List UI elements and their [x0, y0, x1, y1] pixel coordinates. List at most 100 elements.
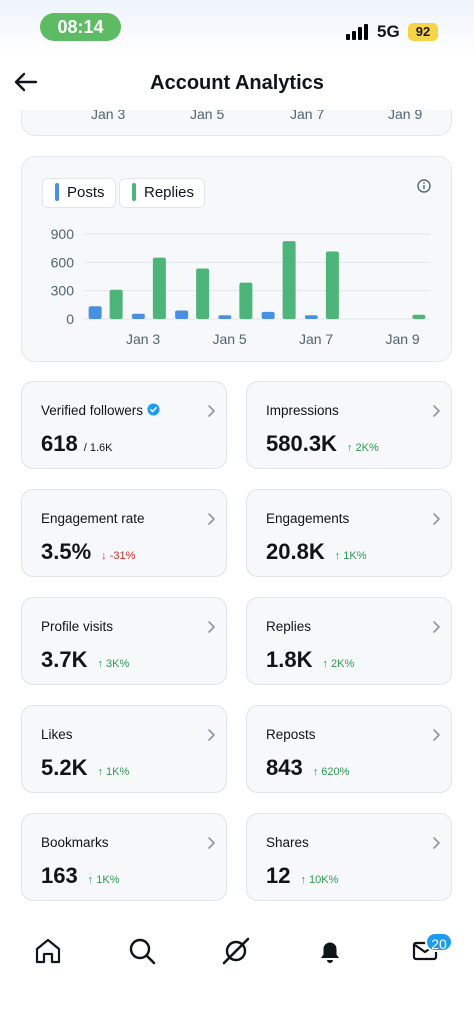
stat-value-row: 580.3K ↑ 2K%: [266, 431, 379, 457]
battery-indicator: 92: [408, 23, 438, 41]
stat-value-row: 1.8K ↑ 2K%: [266, 647, 354, 673]
posts-bar[interactable]: [175, 310, 189, 320]
legend-posts-label: Posts: [67, 184, 105, 201]
stat-delta: ↑ 10K%: [300, 874, 339, 886]
posts-bar[interactable]: [218, 315, 232, 319]
stat-label: Bookmarks: [41, 835, 109, 850]
x-tick-label: Jan 7: [299, 331, 333, 347]
chevron-right-icon: [433, 513, 440, 525]
chevron-right-icon: [433, 837, 440, 849]
previous-axis-label: Jan 3: [91, 106, 126, 122]
stat-value: 3.5%: [41, 539, 92, 564]
grok-icon[interactable]: [221, 936, 251, 966]
verified-badge-icon: [147, 403, 160, 416]
stat-card-shares[interactable]: Shares 12 ↑ 10K%: [246, 813, 452, 901]
stat-label-text: Engagement rate: [41, 511, 145, 526]
stat-label-text: Likes: [41, 727, 73, 742]
posts-swatch: [55, 182, 59, 201]
posts-bar[interactable]: [261, 311, 275, 319]
chevron-right-icon: [433, 621, 440, 633]
legend-posts[interactable]: Posts: [42, 178, 116, 208]
stat-label: Profile visits: [41, 619, 113, 634]
chevron-right-icon: [208, 729, 215, 741]
status-bar: 08:14 5G 92: [0, 0, 474, 56]
stat-card-engagements[interactable]: Engagements 20.8K ↑ 1K%: [246, 489, 452, 577]
previous-axis-label: Jan 9: [388, 106, 423, 122]
stat-label-text: Replies: [266, 619, 312, 634]
stat-label: Impressions: [266, 403, 339, 418]
info-icon[interactable]: [417, 179, 431, 193]
stat-value-row: 5.2K ↑ 1K%: [41, 755, 129, 781]
posts-bar[interactable]: [304, 315, 318, 319]
stat-card-profile-visits[interactable]: Profile visits 3.7K ↑ 3K%: [21, 597, 227, 685]
y-tick-label: 0: [66, 311, 74, 327]
page-title: Account Analytics: [150, 72, 324, 94]
notifications-icon[interactable]: [315, 936, 345, 966]
stat-delta: ↑ 620%: [312, 766, 350, 778]
stat-card-engagement-rate[interactable]: Engagement rate 3.5% ↓ -31%: [21, 489, 227, 577]
chevron-right-icon: [433, 729, 440, 741]
stat-card-likes[interactable]: Likes 5.2K ↑ 1K%: [21, 705, 227, 793]
stat-value-row: 12 ↑ 10K%: [266, 863, 338, 889]
stat-label: Reposts: [266, 727, 316, 742]
home-icon[interactable]: [33, 936, 63, 966]
posts-replies-chart-card: Posts Replies 900 600 300 0 Jan 3 Jan 5 Jan 7 J…: [21, 156, 452, 362]
y-tick-label: 900: [51, 226, 75, 242]
back-arrow-icon[interactable]: [12, 68, 40, 96]
stat-label: Engagements: [266, 511, 349, 526]
stat-label-text: Verified followers: [41, 403, 144, 418]
stat-label: Likes: [41, 727, 73, 742]
stat-value: 163: [41, 863, 78, 888]
stat-card-verified-followers[interactable]: Verified followers 618 / 1.6K: [21, 381, 227, 469]
previous-axis-label: Jan 5: [190, 106, 225, 122]
x-tick-label: Jan 3: [126, 331, 160, 347]
bar-chart: 900 600 300 0 Jan 3 Jan 5 Jan 7 Jan 9: [51, 226, 430, 347]
posts-bar[interactable]: [131, 313, 145, 319]
stat-card-replies[interactable]: Replies 1.8K ↑ 2K%: [246, 597, 452, 685]
stat-card-bookmarks[interactable]: Bookmarks 163 ↑ 1K%: [21, 813, 227, 901]
replies-bar[interactable]: [412, 314, 426, 319]
bottom-nav: [0, 920, 474, 984]
stat-value: 618: [41, 431, 78, 456]
stat-value-row: 3.5% ↓ -31%: [41, 539, 135, 565]
stat-card-reposts[interactable]: Reposts 843 ↑ 620%: [246, 705, 452, 793]
stat-value-row: 3.7K ↑ 3K%: [41, 647, 129, 673]
replies-bar[interactable]: [325, 251, 339, 319]
stat-value: 3.7K: [41, 647, 88, 672]
chevron-right-icon: [433, 405, 440, 417]
stat-label-text: Engagements: [266, 511, 350, 526]
stat-label-text: Bookmarks: [41, 835, 109, 850]
search-icon[interactable]: [127, 936, 157, 966]
replies-bar[interactable]: [152, 257, 166, 319]
posts-bar[interactable]: [88, 306, 102, 319]
stat-value: 5.2K: [41, 755, 88, 780]
y-tick-label: 600: [51, 254, 75, 270]
stat-value-row: 20.8K ↑ 1K%: [266, 539, 367, 565]
stat-delta: ↓ -31%: [101, 550, 136, 562]
stat-value: 12: [266, 863, 291, 888]
legend-replies-label: Replies: [144, 184, 195, 201]
legend-replies[interactable]: Replies: [119, 178, 206, 208]
stat-value: 20.8K: [266, 539, 325, 564]
stat-label-text: Impressions: [266, 403, 339, 418]
x-tick-label: Jan 5: [212, 331, 246, 347]
header: Account Analytics: [0, 56, 474, 110]
y-tick-label: 300: [51, 283, 75, 299]
replies-bar[interactable]: [239, 282, 253, 319]
stat-label-text: Reposts: [266, 727, 316, 742]
stat-delta: ↑ 2K%: [346, 442, 379, 454]
replies-bar[interactable]: [282, 241, 296, 319]
replies-bar[interactable]: [109, 289, 123, 319]
replies-bar[interactable]: [196, 268, 210, 319]
stat-delta: ↑ 3K%: [97, 658, 130, 670]
stat-delta: ↑ 1K%: [334, 550, 367, 562]
stat-label: Verified followers: [41, 403, 160, 418]
stat-value: 843: [266, 755, 303, 780]
stat-value: 580.3K: [266, 431, 337, 456]
stat-label: Engagement rate: [41, 511, 145, 526]
chevron-right-icon: [208, 513, 215, 525]
status-time: 08:14: [40, 13, 121, 41]
chevron-right-icon: [208, 837, 215, 849]
stat-card-impressions[interactable]: Impressions 580.3K ↑ 2K%: [246, 381, 452, 469]
previous-axis-label: Jan 7: [290, 106, 325, 122]
